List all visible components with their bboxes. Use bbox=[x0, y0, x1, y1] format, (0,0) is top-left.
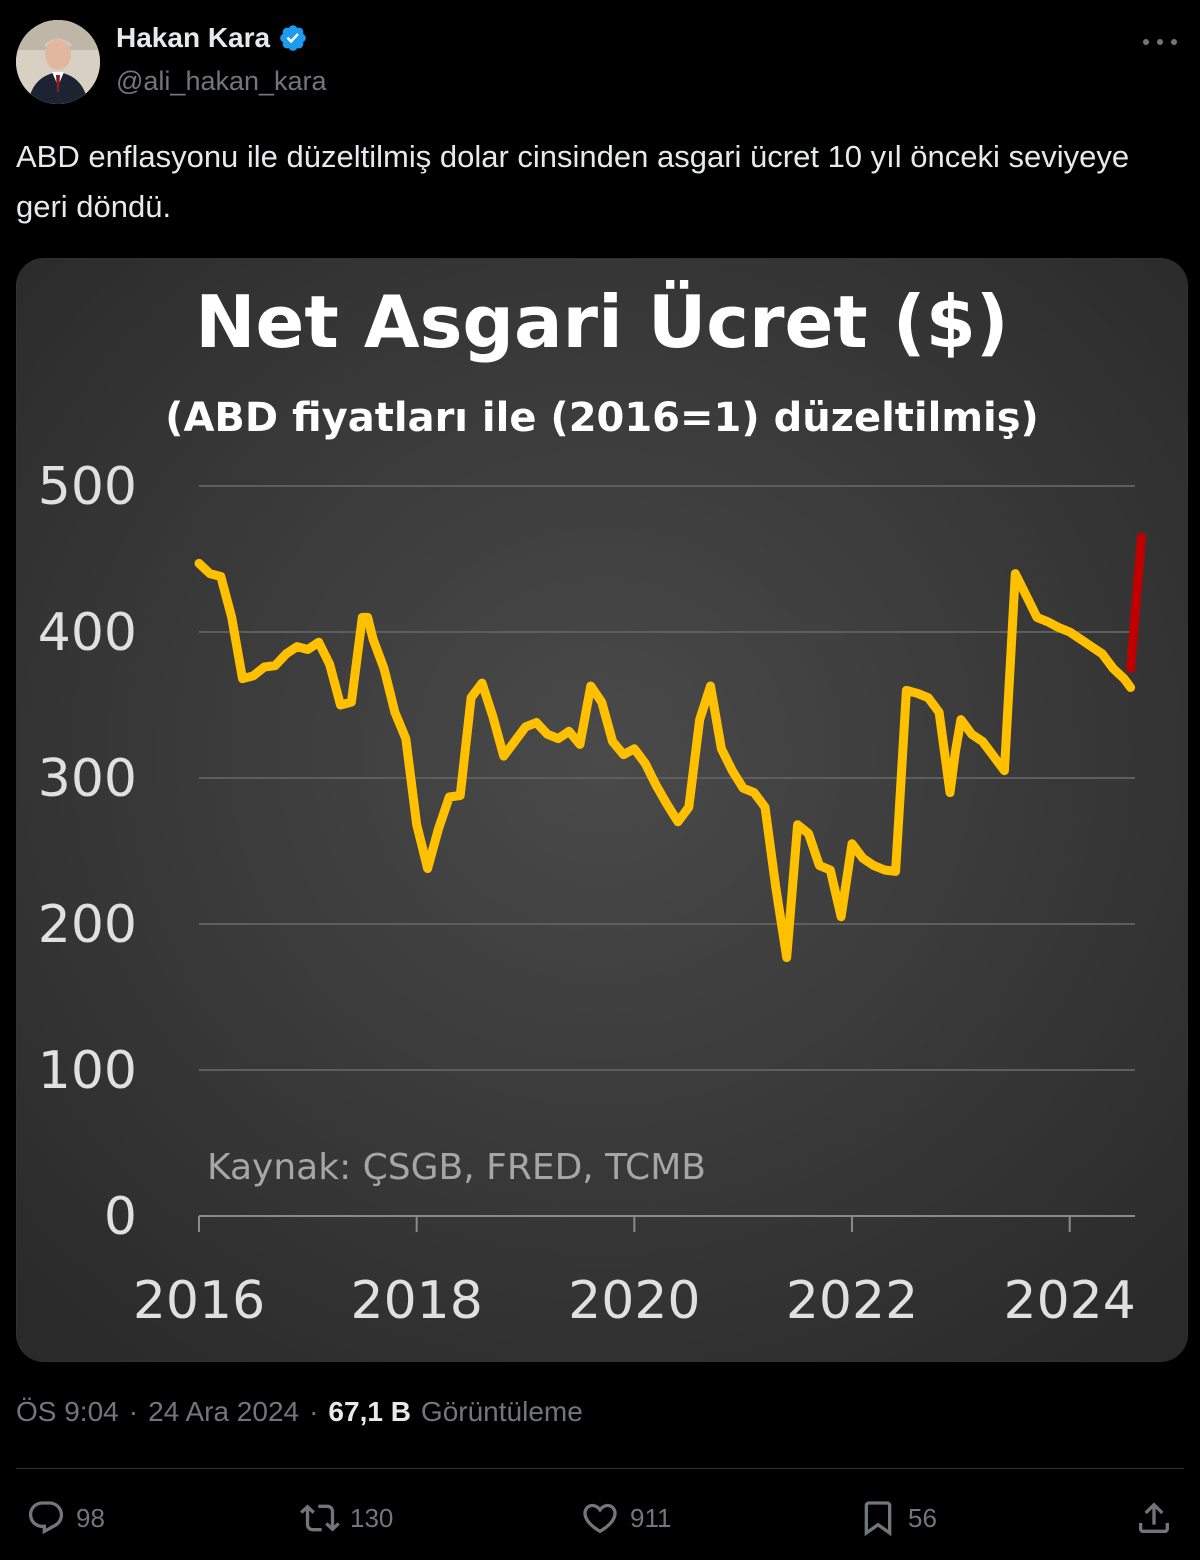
x-tick-label: 2022 bbox=[786, 1271, 918, 1331]
y-tick-label: 200 bbox=[38, 895, 137, 955]
meta-separator: · bbox=[128, 1396, 139, 1427]
chart-background bbox=[17, 259, 1187, 1361]
reply-count: 98 bbox=[76, 1502, 105, 1533]
tweet-date[interactable]: 24 Ara 2024 bbox=[148, 1396, 300, 1427]
repost-icon bbox=[300, 1504, 340, 1532]
share-button[interactable] bbox=[1134, 1490, 1174, 1546]
y-tick-label: 400 bbox=[38, 603, 137, 663]
bookmark-button[interactable]: 56 bbox=[858, 1490, 937, 1546]
x-tick-label: 2016 bbox=[133, 1271, 265, 1331]
avatar[interactable] bbox=[16, 20, 100, 104]
views-label: Görüntüleme bbox=[420, 1396, 583, 1427]
chart-title: Net Asgari Ücret ($) bbox=[195, 280, 1008, 364]
y-tick-label: 500 bbox=[38, 457, 137, 517]
bookmark-count: 56 bbox=[908, 1502, 937, 1533]
y-tick-label: 0 bbox=[104, 1187, 137, 1247]
repost-count: 130 bbox=[350, 1502, 394, 1533]
reply-button[interactable]: 98 bbox=[26, 1490, 105, 1546]
like-button[interactable]: 911 bbox=[580, 1490, 671, 1546]
views-count: 67,1 B bbox=[328, 1396, 411, 1427]
tweet-time[interactable]: ÖS 9:04 bbox=[16, 1396, 119, 1427]
heart-icon bbox=[583, 1503, 617, 1534]
verified-badge-icon bbox=[280, 25, 306, 51]
x-tick-label: 2018 bbox=[351, 1271, 483, 1331]
chart-source-annotation: Kaynak: ÇSGB, FRED, TCMB bbox=[207, 1147, 706, 1188]
author-handle[interactable]: @ali_hakan_kara bbox=[116, 66, 327, 96]
bookmark-icon bbox=[864, 1501, 892, 1537]
share-icon bbox=[1139, 1502, 1169, 1533]
avatar-image bbox=[16, 20, 100, 104]
tweet-actions: 98 130 911 56 bbox=[0, 1490, 1200, 1546]
chart-subtitle: (ABD fiyatları ile (2016=1) düzeltilmiş) bbox=[165, 395, 1039, 441]
more-options-icon[interactable] bbox=[1140, 28, 1180, 56]
author-name[interactable]: Hakan Kara bbox=[116, 22, 271, 53]
like-count: 911 bbox=[630, 1502, 672, 1533]
reply-icon bbox=[28, 1501, 64, 1535]
tweet-media-chart[interactable]: Net Asgari Ücret ($) (ABD fiyatları ile … bbox=[16, 258, 1188, 1362]
tweet-meta: ÖS 9:04 · 24 Ara 2024 · 67,1 B Görüntüle… bbox=[16, 1396, 583, 1428]
divider bbox=[16, 1468, 1184, 1469]
series-line-main bbox=[194, 558, 1136, 963]
tweet-text: ABD enflasyonu ile düzeltilmiş dolar cin… bbox=[16, 139, 1130, 224]
y-tick-label: 300 bbox=[38, 749, 137, 809]
x-tick-label: 2024 bbox=[1004, 1271, 1136, 1331]
y-tick-label: 100 bbox=[38, 1041, 137, 1101]
series-line-latest bbox=[1126, 532, 1146, 673]
chart-svg: Net Asgari Ücret ($) (ABD fiyatları ile … bbox=[17, 259, 1187, 1361]
x-tick-label: 2020 bbox=[568, 1271, 700, 1331]
repost-button[interactable]: 130 bbox=[300, 1490, 393, 1546]
meta-separator: · bbox=[309, 1396, 319, 1427]
